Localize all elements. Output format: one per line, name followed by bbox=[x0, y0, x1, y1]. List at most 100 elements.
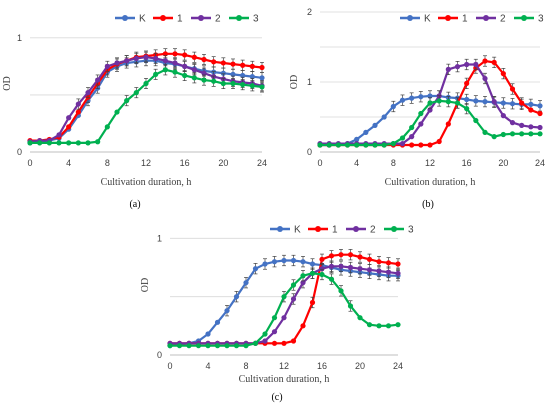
data-point bbox=[357, 315, 363, 321]
x-tick-label: 4 bbox=[205, 361, 210, 371]
x-tick-label: 8 bbox=[391, 158, 396, 168]
data-point bbox=[464, 61, 470, 68]
y-tick-label: 1 bbox=[157, 233, 162, 243]
data-point bbox=[271, 315, 278, 321]
series-line bbox=[170, 265, 399, 345]
data-point bbox=[182, 63, 188, 69]
data-point bbox=[95, 77, 101, 83]
data-point bbox=[319, 271, 325, 278]
data-point bbox=[464, 80, 470, 86]
data-point bbox=[482, 75, 488, 82]
data-point bbox=[124, 98, 130, 104]
data-point bbox=[399, 135, 406, 141]
data-point bbox=[201, 70, 207, 76]
data-point bbox=[143, 54, 149, 60]
data-point bbox=[347, 303, 354, 309]
data-point bbox=[436, 138, 442, 145]
data-point bbox=[395, 261, 401, 267]
data-point bbox=[205, 331, 211, 337]
legend-label: K bbox=[294, 225, 301, 236]
data-point bbox=[328, 276, 335, 282]
data-point bbox=[85, 90, 91, 96]
data-point bbox=[191, 54, 197, 60]
data-point bbox=[271, 329, 278, 335]
data-point bbox=[357, 254, 363, 260]
data-point bbox=[114, 60, 120, 66]
data-point bbox=[186, 343, 192, 349]
data-point bbox=[56, 140, 62, 146]
x-tick-label: 20 bbox=[355, 361, 365, 371]
data-point bbox=[162, 51, 168, 57]
data-point bbox=[259, 64, 265, 71]
data-point bbox=[372, 122, 378, 128]
data-point bbox=[427, 142, 433, 148]
x-axis-label: Cultivation duration, h bbox=[385, 177, 476, 188]
data-point bbox=[366, 256, 373, 262]
data-point bbox=[376, 268, 382, 274]
data-point bbox=[66, 124, 72, 130]
data-point bbox=[436, 98, 442, 104]
data-point bbox=[233, 294, 240, 300]
data-point bbox=[354, 142, 360, 148]
data-point bbox=[162, 67, 168, 73]
data-point bbox=[66, 115, 72, 121]
x-tick-label: 20 bbox=[498, 158, 508, 168]
data-point bbox=[290, 257, 297, 264]
data-point bbox=[201, 56, 207, 63]
x-tick-label: 24 bbox=[393, 361, 403, 371]
data-point bbox=[27, 140, 33, 146]
data-point bbox=[220, 70, 226, 76]
data-point bbox=[75, 101, 81, 107]
data-point bbox=[104, 124, 110, 130]
data-point bbox=[500, 100, 506, 106]
data-point bbox=[385, 269, 392, 275]
data-point bbox=[528, 101, 534, 107]
data-point bbox=[309, 261, 316, 267]
data-point bbox=[427, 100, 433, 106]
data-point bbox=[537, 110, 543, 117]
data-point bbox=[482, 99, 488, 105]
data-point bbox=[482, 58, 488, 64]
data-point bbox=[104, 63, 110, 69]
y-tick-label: 0 bbox=[157, 350, 162, 360]
data-point bbox=[233, 343, 240, 349]
x-tick-label: 4 bbox=[66, 158, 71, 168]
data-point bbox=[366, 267, 373, 273]
y-tick-label: 2 bbox=[307, 7, 312, 17]
data-point bbox=[528, 124, 534, 130]
x-tick-label: 8 bbox=[105, 158, 110, 168]
data-point bbox=[473, 117, 479, 124]
legend-marker bbox=[353, 226, 359, 232]
data-point bbox=[395, 270, 401, 276]
x-tick-label: 4 bbox=[354, 158, 359, 168]
data-point bbox=[224, 343, 230, 349]
x-tick-label: 12 bbox=[141, 158, 151, 168]
data-point bbox=[195, 343, 202, 349]
data-point bbox=[454, 100, 461, 106]
data-point bbox=[381, 142, 387, 148]
legend: K 1 2 3 bbox=[400, 14, 544, 25]
data-point bbox=[482, 129, 488, 135]
data-point bbox=[357, 266, 363, 272]
data-point bbox=[243, 280, 249, 286]
data-point bbox=[262, 261, 268, 267]
legend-marker bbox=[483, 15, 489, 21]
data-point bbox=[491, 59, 497, 65]
y-tick-label: 0 bbox=[307, 147, 312, 157]
legend-marker bbox=[407, 15, 413, 21]
data-point bbox=[56, 132, 62, 138]
data-point bbox=[418, 121, 424, 127]
data-point bbox=[372, 142, 378, 148]
series-3 bbox=[27, 64, 265, 146]
data-point bbox=[376, 323, 382, 329]
data-point bbox=[172, 51, 178, 57]
y-axis-label: OD bbox=[2, 76, 13, 90]
data-point bbox=[491, 134, 497, 140]
data-point bbox=[252, 340, 259, 346]
data-point bbox=[240, 62, 246, 68]
data-point bbox=[418, 94, 424, 100]
data-point bbox=[366, 322, 373, 328]
legend-marker bbox=[277, 226, 283, 232]
data-point bbox=[271, 340, 278, 346]
